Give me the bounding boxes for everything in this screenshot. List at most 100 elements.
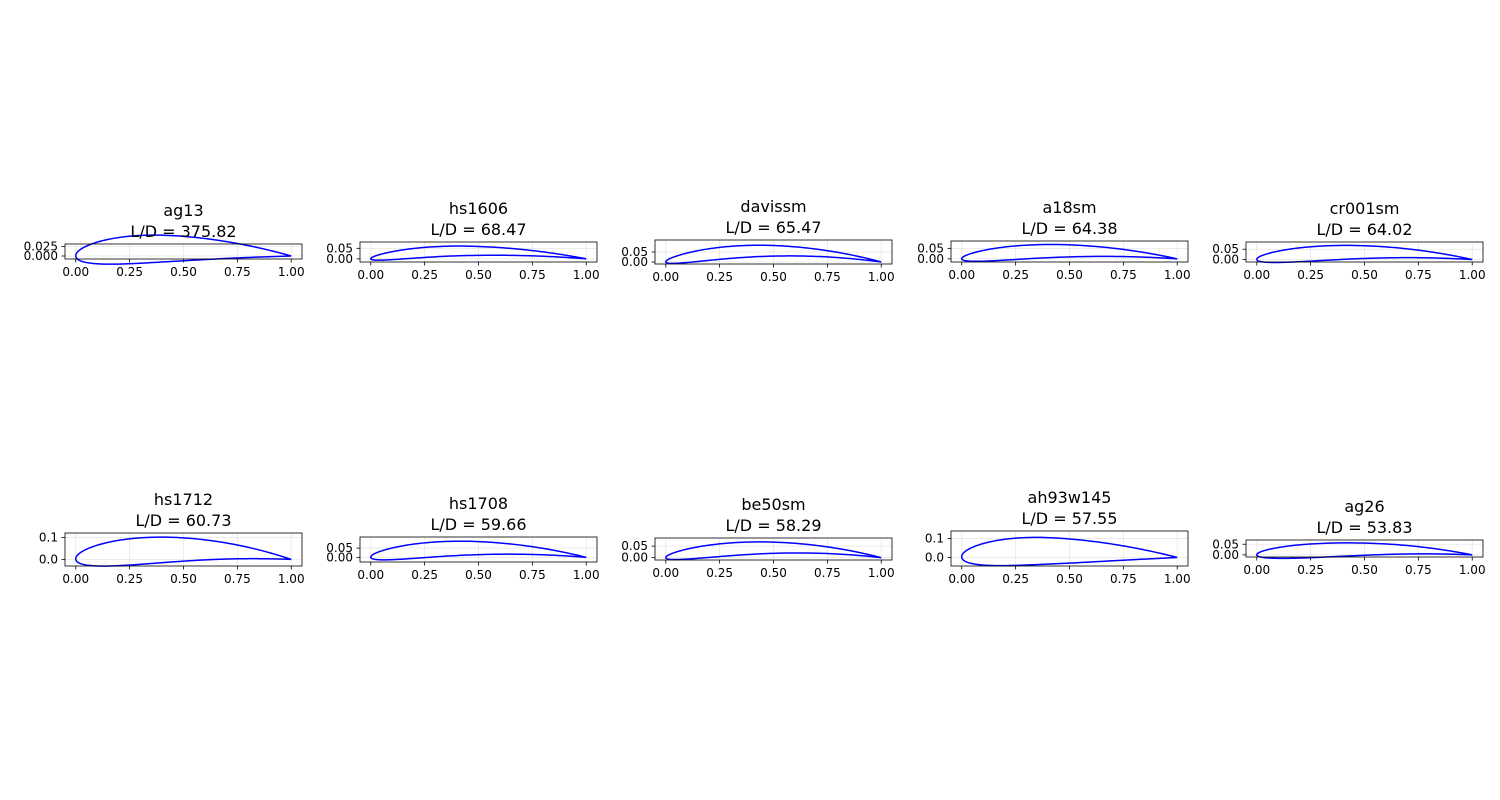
y-tick-label: 0.05 xyxy=(917,241,944,255)
airfoil-outline xyxy=(960,536,1178,567)
x-tick-label: 0.50 xyxy=(170,265,197,279)
x-tick-label: 0.25 xyxy=(1002,268,1029,282)
y-tick-label: 0.00 xyxy=(621,255,648,269)
x-tick-label: 1.00 xyxy=(1459,563,1486,577)
panel-title-name: hs1708 xyxy=(449,494,508,513)
x-tick-label: 0.25 xyxy=(1297,268,1324,282)
airfoil-outline xyxy=(370,245,587,261)
panel-title-ld: L/D = 57.55 xyxy=(1021,509,1117,528)
x-tick-label: 0.75 xyxy=(814,566,841,580)
x-tick-label: 0.50 xyxy=(760,566,787,580)
x-tick-label: 0.75 xyxy=(1110,572,1137,586)
y-tick-label: 0.000 xyxy=(24,249,58,263)
panel-title-name: ah93w145 xyxy=(1028,488,1112,507)
x-tick-label: 0.75 xyxy=(224,265,251,279)
x-tick-label: 0.00 xyxy=(1243,563,1270,577)
y-tick-label: 0.00 xyxy=(621,551,648,565)
airfoil-outline xyxy=(369,540,587,561)
x-tick-label: 0.50 xyxy=(1056,572,1083,586)
airfoil-panel-ah93w145: 0.00 0.25 0.50 0.75 1.00 0.0 0.1 ah93w145 L/D = … xyxy=(925,488,1191,586)
y-tick-label: 0.1 xyxy=(925,532,944,546)
airfoil-outline xyxy=(665,244,882,265)
panel-title-name: cr001sm xyxy=(1330,199,1400,218)
airfoil-outline xyxy=(1256,542,1473,560)
x-tick-label: 0.75 xyxy=(519,568,546,582)
x-tick-label: 0.25 xyxy=(116,265,143,279)
y-tick-label: 0.00 xyxy=(326,252,353,266)
x-tick-label: 0.00 xyxy=(62,265,89,279)
x-tick-label: 0.00 xyxy=(948,268,975,282)
x-tick-label: 0.75 xyxy=(224,572,251,586)
airfoil-outline xyxy=(665,541,882,561)
panel-title-name: ag13 xyxy=(163,201,203,220)
x-tick-label: 0.00 xyxy=(1243,268,1270,282)
x-tick-label: 1.00 xyxy=(1164,268,1191,282)
airfoil-outline xyxy=(961,243,1178,263)
x-tick-label: 0.00 xyxy=(62,572,89,586)
panel-title-name: hs1606 xyxy=(449,199,508,218)
x-tick-label: 1.00 xyxy=(278,572,305,586)
y-tick-label: 0.0 xyxy=(925,550,944,564)
airfoil-outline xyxy=(74,536,292,567)
y-tick-label: 0.05 xyxy=(326,541,353,555)
x-tick-label: 0.25 xyxy=(706,566,733,580)
y-tick-label: 0.05 xyxy=(326,241,353,255)
x-tick-label: 0.25 xyxy=(411,568,438,582)
y-tick-label: 0.05 xyxy=(621,245,648,259)
x-tick-label: 0.00 xyxy=(357,568,384,582)
x-tick-label: 0.50 xyxy=(760,270,787,284)
panel-title-ld: L/D = 58.29 xyxy=(725,516,821,535)
y-tick-label: 0.025 xyxy=(24,240,58,254)
x-tick-label: 0.00 xyxy=(652,270,679,284)
x-tick-label: 0.75 xyxy=(1110,268,1137,282)
x-tick-label: 0.25 xyxy=(1002,572,1029,586)
panel-title-name: a18sm xyxy=(1042,198,1096,217)
x-tick-label: 0.50 xyxy=(465,568,492,582)
x-tick-label: 0.50 xyxy=(1056,268,1083,282)
x-tick-label: 0.00 xyxy=(652,566,679,580)
y-tick-label: 0.0 xyxy=(39,552,58,566)
airfoil-panel-hs1712: 0.00 0.25 0.50 0.75 1.00 0.0 0.1 hs1712 L/D = 60… xyxy=(39,490,305,586)
y-tick-label: 0.05 xyxy=(621,539,648,553)
x-tick-label: 1.00 xyxy=(868,566,895,580)
x-tick-label: 1.00 xyxy=(573,568,600,582)
x-tick-label: 0.75 xyxy=(1405,268,1432,282)
x-tick-label: 0.75 xyxy=(814,270,841,284)
panel-title-ld: L/D = 64.02 xyxy=(1316,220,1412,239)
x-tick-label: 0.50 xyxy=(1351,563,1378,577)
airfoil-outline xyxy=(75,234,292,265)
panel-title-ld: L/D = 64.38 xyxy=(1021,219,1117,238)
x-tick-label: 0.75 xyxy=(519,268,546,282)
x-tick-label: 0.25 xyxy=(116,572,143,586)
panel-title-name: davissm xyxy=(740,197,806,216)
x-tick-label: 0.00 xyxy=(948,572,975,586)
panel-title-ld: L/D = 375.82 xyxy=(130,222,236,241)
panel-title-ld: L/D = 53.83 xyxy=(1316,518,1412,537)
panel-title-name: be50sm xyxy=(741,495,805,514)
x-tick-label: 1.00 xyxy=(573,268,600,282)
x-tick-label: 1.00 xyxy=(1459,268,1486,282)
x-tick-label: 0.25 xyxy=(1297,563,1324,577)
y-tick-label: 0.00 xyxy=(917,252,944,266)
x-tick-label: 1.00 xyxy=(868,270,895,284)
y-tick-label: 0.05 xyxy=(1212,537,1239,551)
x-tick-label: 0.25 xyxy=(706,270,733,284)
x-tick-label: 0.00 xyxy=(357,268,384,282)
x-tick-label: 0.50 xyxy=(170,572,197,586)
panel-title-ld: L/D = 60.73 xyxy=(135,511,231,530)
panel-title-ld: L/D = 68.47 xyxy=(430,220,526,239)
y-tick-label: 0.05 xyxy=(1212,242,1239,256)
x-tick-label: 0.25 xyxy=(411,268,438,282)
panel-title-name: ag26 xyxy=(1344,497,1384,516)
panel-title-ld: L/D = 65.47 xyxy=(725,218,821,237)
panel-title-ld: L/D = 59.66 xyxy=(430,515,526,534)
panel-title-name: hs1712 xyxy=(154,490,213,509)
